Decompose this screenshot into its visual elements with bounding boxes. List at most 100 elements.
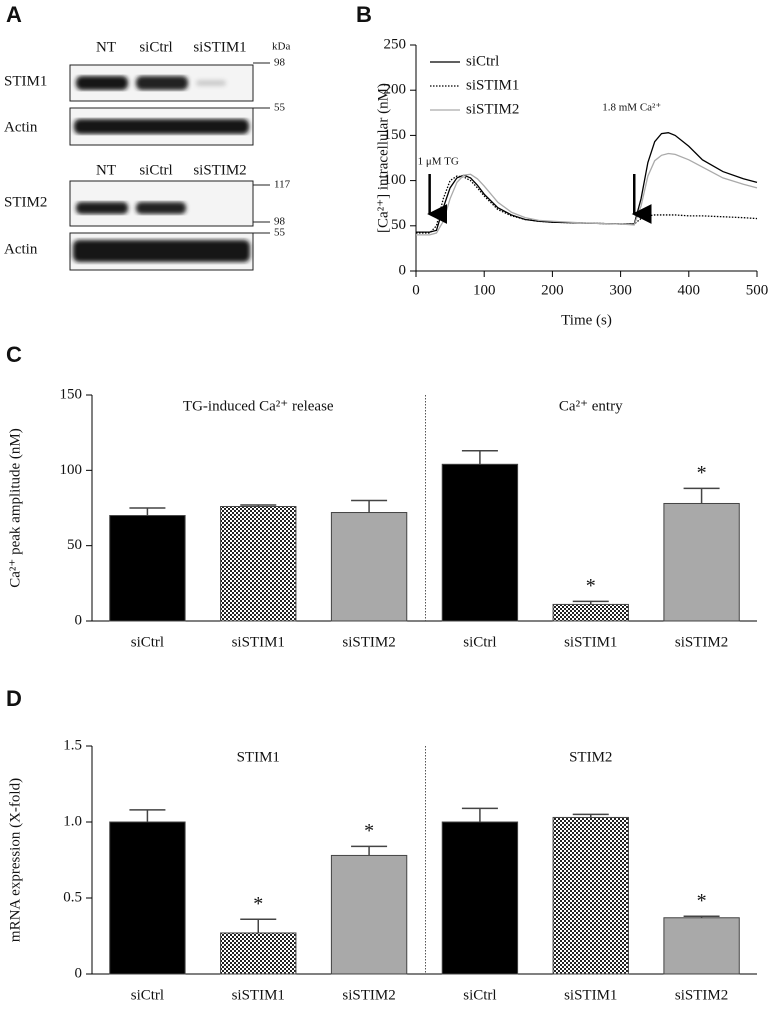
error-bar <box>572 813 609 818</box>
x-axis-label: Time (s) <box>561 312 612 328</box>
bar <box>330 854 408 975</box>
error-bar <box>461 449 498 465</box>
x-tick-label: siSTIM1 <box>564 987 617 1003</box>
x-tick-label: 100 <box>473 282 496 298</box>
y-tick-label: 100 <box>60 462 83 478</box>
y-tick-label: 0 <box>75 612 83 628</box>
bar <box>663 502 740 622</box>
data-line <box>416 175 758 234</box>
bar <box>330 512 408 622</box>
x-tick-label: 500 <box>746 282 769 298</box>
y-tick-label: 50 <box>67 537 82 553</box>
x-tick-label: siSTIM2 <box>675 634 728 650</box>
error-bar <box>351 499 388 513</box>
x-tick-label: 400 <box>678 282 701 298</box>
bands <box>74 119 249 134</box>
error-bar <box>351 845 388 856</box>
group-label: STIM2 <box>569 749 612 765</box>
y-tick-label: 1.0 <box>63 813 82 829</box>
row-label: Actin <box>4 241 38 257</box>
group-label: Ca²⁺ entry <box>559 398 623 414</box>
bar <box>220 505 297 622</box>
group-label: STIM1 <box>237 749 280 765</box>
error-bar <box>240 918 277 933</box>
bands <box>73 240 250 262</box>
legend-label: siCtrl <box>466 53 499 69</box>
lane-label: NT <box>96 162 116 178</box>
x-tick-label: siSTIM1 <box>232 634 285 650</box>
significance-star: * <box>586 575 596 597</box>
marker-label: 55 <box>274 227 286 239</box>
y-tick-label: 0 <box>399 262 407 278</box>
annotation: 1 μM TG <box>418 156 459 168</box>
panel-letter: B <box>356 2 372 27</box>
lane-label: siCtrl <box>139 39 172 55</box>
lane-label: NT <box>96 39 116 55</box>
significance-star: * <box>697 890 707 912</box>
y-axis-label: Ca²⁺ peak amplitude (nM) <box>7 428 23 587</box>
y-axis-label: mRNA expression (X-fold) <box>7 778 23 942</box>
y-tick-label: 50 <box>391 217 406 233</box>
bar <box>552 603 629 622</box>
legend-label: siSTIM2 <box>466 101 519 117</box>
bar <box>552 816 629 975</box>
lane-label: siSTIM2 <box>193 162 246 178</box>
row-label: STIM1 <box>4 73 47 89</box>
bar <box>441 463 519 622</box>
lane-label: siCtrl <box>139 162 172 178</box>
marker-label: 55 <box>274 102 286 114</box>
x-tick-label: 300 <box>609 282 632 298</box>
error-bar <box>129 809 166 822</box>
bar <box>109 515 186 622</box>
x-tick-label: siCtrl <box>131 634 164 650</box>
y-tick-label: 250 <box>384 36 407 52</box>
error-bar <box>683 915 720 918</box>
bar <box>663 917 740 975</box>
marker-label: 98 <box>274 57 286 69</box>
kda-label: kDa <box>272 41 290 53</box>
y-tick-label: 100 <box>384 172 407 188</box>
bar <box>109 821 186 975</box>
x-tick-label: siSTIM1 <box>232 987 285 1003</box>
x-tick-label: siSTIM2 <box>342 987 395 1003</box>
error-bar <box>572 600 609 605</box>
data-line <box>416 152 758 236</box>
y-tick-label: 0 <box>75 965 83 981</box>
y-tick-label: 150 <box>384 127 407 143</box>
y-axis-label: [Ca²⁺] intracellular (nM) <box>375 83 391 233</box>
bar <box>441 821 519 975</box>
y-tick-label: 1.5 <box>63 737 82 753</box>
x-tick-label: siCtrl <box>463 987 496 1003</box>
row-label: Actin <box>4 119 38 135</box>
x-tick-label: 0 <box>412 282 420 298</box>
bands <box>76 76 226 90</box>
y-tick-label: 0.5 <box>63 889 82 905</box>
legend-label: siSTIM1 <box>466 77 519 93</box>
panel-letter: C <box>6 342 22 367</box>
lane-label: siSTIM1 <box>193 39 246 55</box>
row-label: STIM2 <box>4 194 47 210</box>
marker-label: 117 <box>274 179 291 191</box>
annotation: 1.8 mM Ca²⁺ <box>602 102 661 114</box>
significance-star: * <box>697 462 707 484</box>
significance-star: * <box>253 893 263 915</box>
x-tick-label: siSTIM2 <box>342 634 395 650</box>
significance-star: * <box>364 820 374 842</box>
data-line <box>416 132 758 233</box>
blot-panel: A NT siCtrl siSTIM1 kDa STIM1 Actin 98 5… <box>4 2 291 271</box>
bands <box>76 202 186 214</box>
panel-letter: D <box>6 686 22 711</box>
x-tick-label: siSTIM1 <box>564 634 617 650</box>
error-bar <box>461 807 498 822</box>
group-label: TG-induced Ca²⁺ release <box>183 398 334 414</box>
panel-letter: A <box>6 2 22 27</box>
x-tick-label: siCtrl <box>131 987 164 1003</box>
error-bar <box>129 507 166 516</box>
x-tick-label: siCtrl <box>463 634 496 650</box>
error-bar <box>240 504 277 507</box>
y-tick-label: 200 <box>384 82 407 98</box>
bar <box>220 932 297 975</box>
y-tick-label: 150 <box>60 386 83 402</box>
x-tick-label: 200 <box>541 282 564 298</box>
